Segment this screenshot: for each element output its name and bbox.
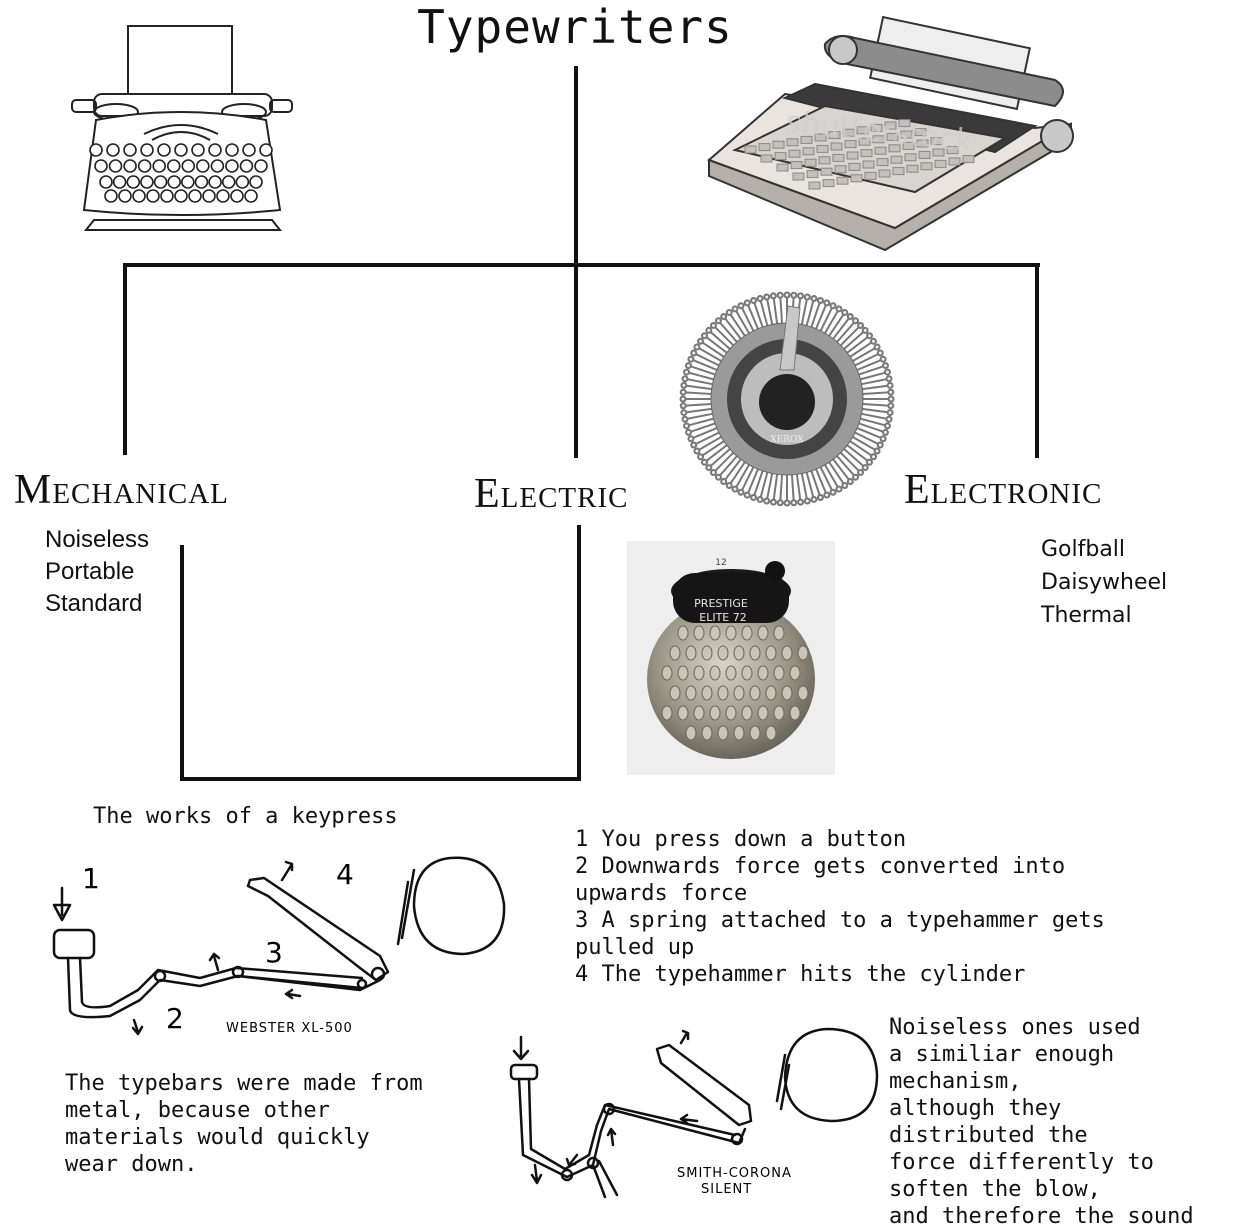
category-electric-label: Electric bbox=[474, 471, 629, 517]
list-item: Standard bbox=[45, 590, 143, 617]
branch-line-electronic bbox=[1035, 263, 1039, 458]
note-line: mechanism, bbox=[889, 1069, 1022, 1094]
branch-line-mechanical bbox=[123, 263, 127, 455]
note-line: and therefore the sound bbox=[889, 1204, 1194, 1229]
list-item: Portable bbox=[45, 558, 135, 585]
trunk-line bbox=[574, 66, 578, 458]
category-electronic-label: Electronic bbox=[904, 467, 1103, 513]
connector-right-vertical bbox=[577, 525, 581, 781]
note-line: materials would quickly bbox=[65, 1125, 370, 1150]
connector-bottom-line bbox=[180, 777, 581, 781]
golfball-top-number: 12 bbox=[715, 558, 726, 568]
diagram-caption-smith-corona-line1: SMITH-CORONA bbox=[677, 1166, 792, 1181]
step-line: pulled up bbox=[575, 935, 695, 960]
daisywheel-image: XEROX bbox=[679, 291, 895, 507]
connector-left-vertical bbox=[180, 545, 184, 781]
diagram-caption-smith-corona-line2: SILENT bbox=[701, 1182, 752, 1197]
mechanical-types-list: Noiseless Portable Standard bbox=[45, 524, 149, 620]
step-number-1: 1 bbox=[82, 862, 100, 895]
electronic-typewriter-image: shutterstock bbox=[707, 15, 1074, 252]
note-line: metal, because other bbox=[65, 1098, 330, 1123]
daisywheel-brand-text: XEROX bbox=[770, 435, 804, 445]
step-line: 4 The typehammer hits the cylinder bbox=[575, 962, 1026, 987]
golfball-label-line2: ELITE 72 bbox=[699, 611, 747, 624]
category-mechanical-label: Mechanical bbox=[14, 467, 229, 513]
keypress-steps: 1 You press down a button 2 Downwards fo… bbox=[575, 826, 1105, 988]
list-item: Thermal bbox=[1041, 603, 1132, 628]
electronic-types-list: Golfball Daisywheel Thermal bbox=[1041, 533, 1167, 632]
note-line: a similiar enough bbox=[889, 1042, 1115, 1067]
step-line: 2 Downwards force gets converted into bbox=[575, 854, 1066, 879]
note-line: although they bbox=[889, 1096, 1062, 1121]
step-number-4: 4 bbox=[336, 858, 354, 891]
note-line: distributed the bbox=[889, 1123, 1088, 1148]
golfball-image: 12 PRESTIGE ELITE 72 bbox=[627, 541, 835, 775]
step-line: 1 You press down a button bbox=[575, 827, 907, 852]
note-line: force differently to bbox=[889, 1150, 1154, 1175]
step-line: upwards force bbox=[575, 881, 748, 906]
noiseless-note: Noiseless ones used a similiar enough me… bbox=[889, 1014, 1194, 1230]
keypress-heading: The works of a keypress bbox=[93, 804, 398, 829]
mechanical-typewriter-image bbox=[71, 25, 293, 231]
step-number-2: 2 bbox=[166, 1002, 184, 1035]
noiseless-mechanism-diagram: SMITH-CORONA SILENT bbox=[509, 1027, 879, 1199]
list-item: Golfball bbox=[1041, 537, 1126, 562]
typebars-note: The typebars were made from metal, becau… bbox=[65, 1070, 423, 1178]
note-line: Noiseless ones used bbox=[889, 1015, 1141, 1040]
horizontal-branch-line bbox=[123, 263, 1040, 267]
page-title: Typewriters bbox=[417, 0, 733, 54]
diagram-caption-webster: WEBSTER XL-500 bbox=[226, 1021, 353, 1036]
note-line: The typebars were made from bbox=[65, 1071, 423, 1096]
golfball-label-line1: PRESTIGE bbox=[694, 597, 748, 610]
note-line: wear down. bbox=[65, 1152, 198, 1177]
note-line: soften the blow, bbox=[889, 1177, 1101, 1202]
step-line: 3 A spring attached to a typehammer gets bbox=[575, 908, 1105, 933]
step-number-3: 3 bbox=[265, 936, 283, 969]
keypress-mechanism-diagram: 1 2 3 4 WEBSTER XL-500 bbox=[52, 856, 506, 1036]
list-item: Noiseless bbox=[45, 526, 150, 553]
list-item: Daisywheel bbox=[1041, 570, 1168, 595]
